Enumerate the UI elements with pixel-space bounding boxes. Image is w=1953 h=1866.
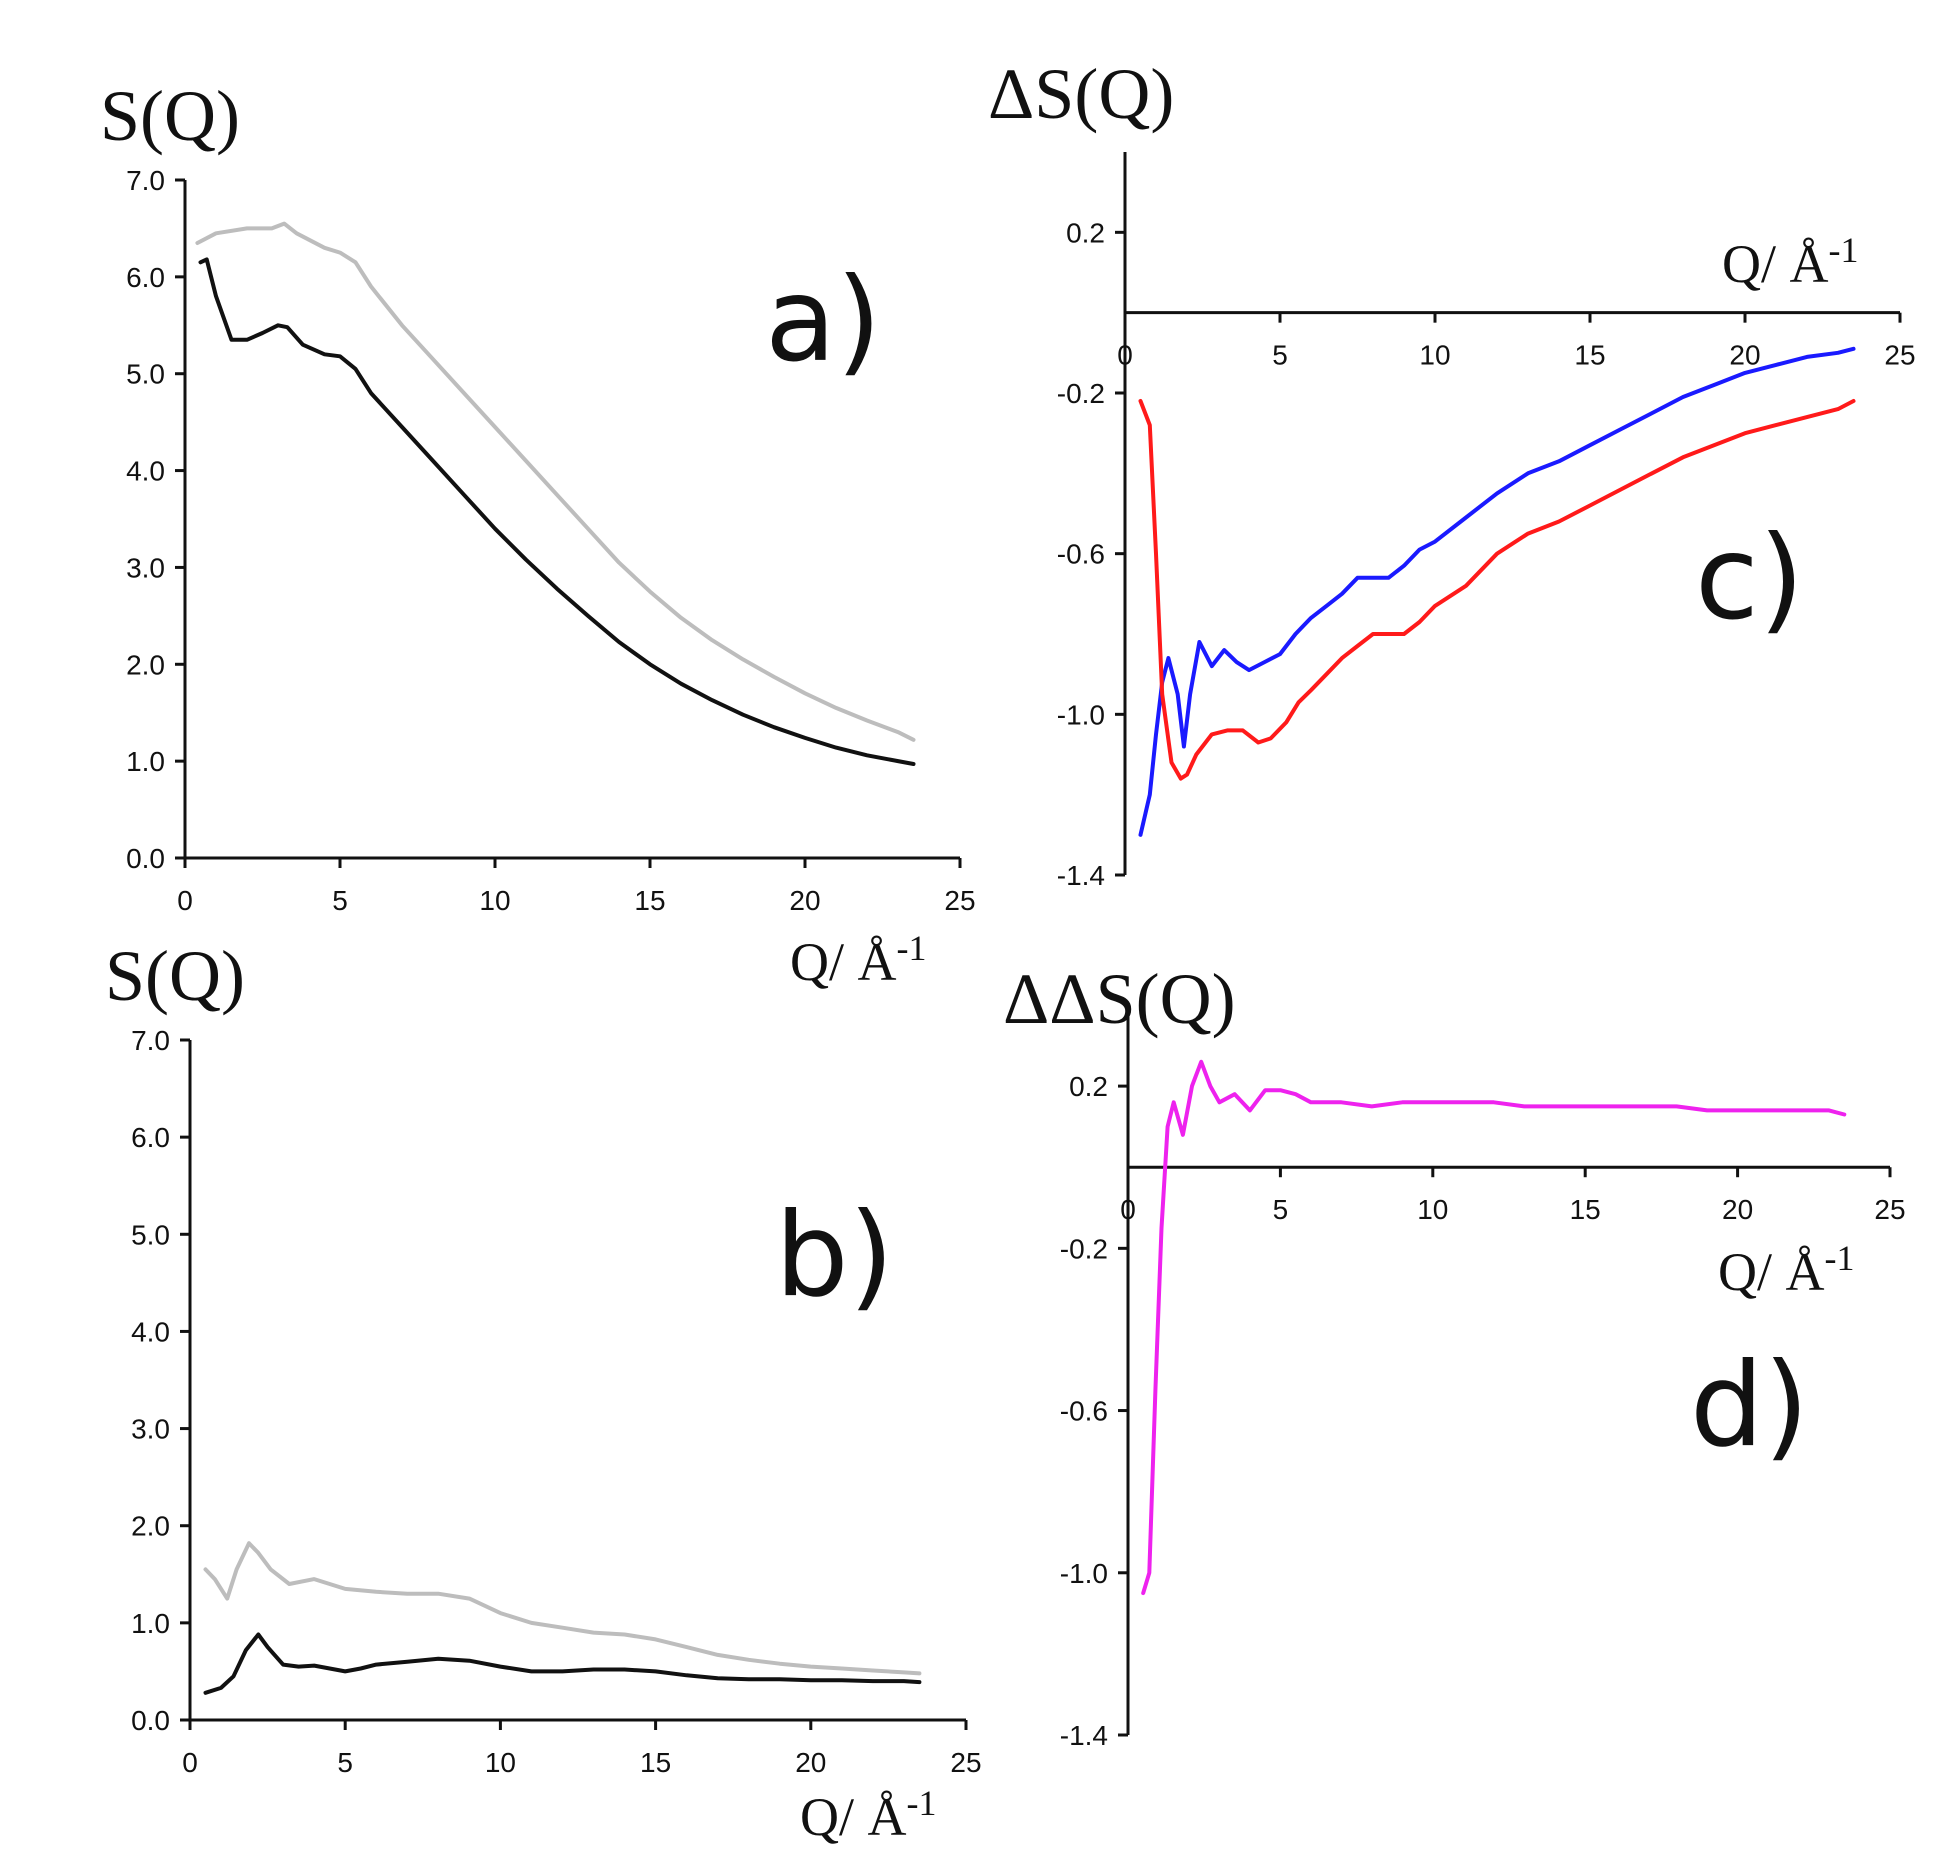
panel-b-ytick-label: 7.0 [131,1025,170,1056]
panel-c-label: c) [1695,511,1804,646]
panel-a-ytick-label: 7.0 [126,165,165,196]
panel-d-xtick-label: 20 [1722,1194,1753,1225]
panel-b-xlabel-text: Q/ Å [800,1787,907,1847]
panel-b-series-black [203,1632,922,1695]
panel-a-xlabel-text: Q/ Å [790,932,897,992]
panel-a-xtick-label: 15 [634,885,665,916]
panel-a-label: a) [765,253,881,388]
panel-a-xtick-label: 0 [177,885,193,916]
panel-d: ΔΔS(Q) d) Q/ Å-1 -1.4 -1.0 -0.6 -0.2 0.2 0 5 10… [1003,959,1906,1751]
panel-a-series [195,221,916,766]
panel-b-ytick-label: 4.0 [131,1316,170,1347]
panel-c-ytick-label: -0.6 [1057,539,1105,570]
panel-d-axes: -1.4 -1.0 -0.6 -0.2 0.2 0 5 10 15 20 25 [1060,1005,1906,1751]
panel-d-xlabel: Q/ Å-1 [1718,1238,1855,1302]
panel-b-xlabel-exp: -1 [907,1783,937,1823]
panel-d-ytick-label: -0.2 [1060,1233,1108,1264]
panel-a-xtick-label: 25 [944,885,975,916]
panel-b-ytick-label: 6.0 [131,1122,170,1153]
panel-c-xtick-label: 15 [1574,340,1605,371]
panel-b-series-gray [203,1541,922,1676]
panel-c-ytick-label: -0.2 [1057,378,1105,409]
panel-d-label: d) [1690,1338,1809,1473]
panel-a-ylabel: S(Q) [100,76,240,156]
panel-d-xtick-label: 15 [1570,1194,1601,1225]
panel-c-xtick-label: 5 [1272,340,1288,371]
panel-b: S(Q) b) Q/ Å-1 0.01.02.03.04.05.06.07.00… [105,936,982,1847]
panel-d-ytick-label: -1.0 [1060,1558,1108,1589]
panel-a-xtick-label: 20 [789,885,820,916]
panel-c-ytick-label: 0.2 [1066,217,1105,248]
panel-d-xtick-label: 0 [1120,1194,1136,1225]
panel-c-xtick-label: 10 [1419,340,1450,371]
panel-d-xlabel-text: Q/ Å [1718,1242,1825,1302]
panel-c: ΔS(Q) c) Q/ Å-1 -1.4 -1.0 -0.6 -0.2 0.2 0 5 10 1… [988,54,1916,891]
panel-d-ytick-label: -0.6 [1060,1396,1108,1427]
panel-d-ytick-label: -1.4 [1060,1720,1108,1751]
panel-b-xlabel: Q/ Å-1 [800,1783,937,1847]
panel-a-series-black [198,257,916,766]
panel-a-ytick-label: 4.0 [126,456,165,487]
panel-b-ytick-label: 1.0 [131,1608,170,1639]
panel-c-xlabel-text: Q/ Å [1722,234,1829,294]
panel-c-ytick-label: -1.0 [1057,699,1105,730]
panel-a-ytick-label: 3.0 [126,552,165,583]
panel-c-xtick-label: 0 [1117,340,1133,371]
panel-a-xtick-label: 5 [332,885,348,916]
panel-d-xtick-label: 10 [1417,1194,1448,1225]
panel-d-xlabel-exp: -1 [1825,1238,1855,1278]
panel-b-xtick-label: 15 [640,1747,671,1778]
panel-b-xtick-label: 5 [337,1747,353,1778]
panel-a: S(Q) a) Q/ Å-1 0.01.02.03.04.05.06.07.00… [100,76,976,992]
panel-b-ytick-label: 5.0 [131,1219,170,1250]
panel-b-label: b) [775,1188,894,1323]
panel-a-xtick-label: 10 [479,885,510,916]
panel-c-xtick-label: 20 [1729,340,1760,371]
panel-b-axes: 0.0 1.0 2.0 3.0 4.0 5.0 6.0 7.0 0 5 10 15 20 25 [131,1025,982,1778]
panel-b-xtick-label: 25 [950,1747,981,1778]
panel-c-series [1138,346,1856,837]
panel-b-ylabel: S(Q) [105,936,245,1016]
panel-d-series [1141,1059,1847,1596]
panel-c-ylabel: ΔS(Q) [988,54,1174,134]
panel-c-xlabel: Q/ Å-1 [1722,230,1859,294]
panel-a-xlabel-exp: -1 [897,928,927,968]
panel-c-ytick-label: -1.4 [1057,860,1105,891]
panel-c-axes: -1.4 -1.0 -0.6 -0.2 0.2 0 5 10 15 20 25 [1057,152,1916,891]
panel-b-xtick-label: 10 [485,1747,516,1778]
panel-d-series-magenta [1141,1059,1847,1596]
panel-a-ytick-label: 2.0 [126,649,165,680]
panel-c-xtick-label: 25 [1884,340,1915,371]
panel-b-ytick-label: 3.0 [131,1414,170,1445]
panel-d-ytick-label: 0.2 [1069,1071,1108,1102]
panel-b-series [203,1541,922,1695]
panel-a-ytick-label: 0.0 [126,843,165,874]
panel-d-xtick-label: 5 [1273,1194,1289,1225]
panel-c-series-red [1138,399,1856,781]
panel-c-xlabel-exp: -1 [1829,230,1859,270]
panel-a-ytick-label: 5.0 [126,359,165,390]
panel-a-series-gray [195,221,916,742]
panel-c-series-blue [1138,346,1856,837]
panel-b-ytick-label: 0.0 [131,1705,170,1736]
panel-b-xtick-label: 20 [795,1747,826,1778]
panel-d-xtick-label: 25 [1874,1194,1905,1225]
panel-a-xlabel: Q/ Å-1 [790,928,927,992]
panel-a-axes: 0.0 1.0 2.0 3.0 4.0 5.0 6.0 7.0 0 5 10 15 20 25 [126,165,976,916]
panel-b-xtick-label: 0 [182,1747,198,1778]
panel-a-ytick-label: 1.0 [126,746,165,777]
panel-d-ylabel: ΔΔS(Q) [1003,959,1236,1039]
panel-a-ytick-label: 6.0 [126,262,165,293]
panel-b-ytick-label: 2.0 [131,1511,170,1542]
